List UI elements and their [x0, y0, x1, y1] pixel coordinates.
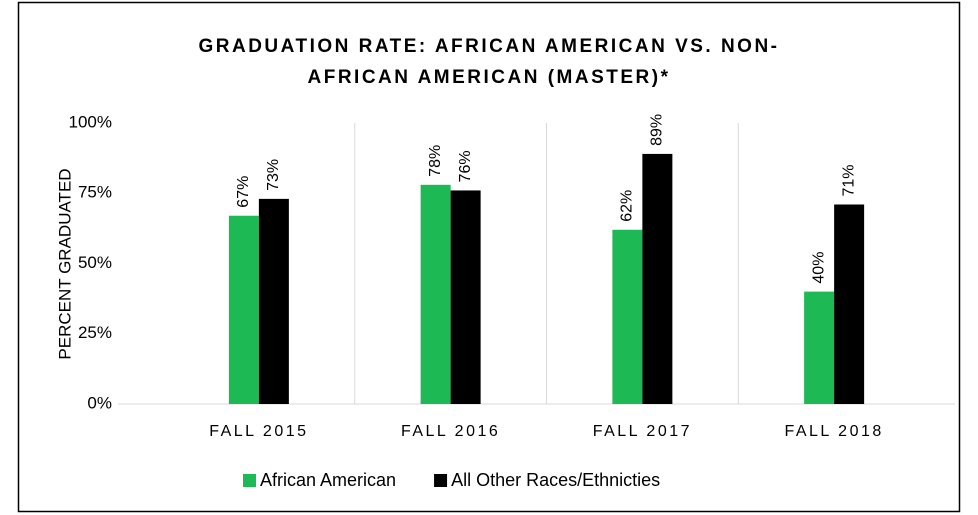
x-tick-label: FALL 2016 — [401, 423, 500, 440]
bar — [420, 184, 451, 404]
bar — [804, 291, 835, 404]
bar — [228, 215, 259, 404]
y-tick-label: 0% — [87, 393, 112, 412]
y-tick-label: 100% — [69, 112, 112, 131]
legend-swatch — [434, 474, 448, 487]
chart-title: AFRICAN AMERICAN (MASTER)* — [308, 67, 671, 88]
data-label: 73% — [265, 159, 282, 191]
legend-label: African American — [260, 470, 396, 490]
data-label: 67% — [235, 176, 252, 208]
legend-swatch — [243, 474, 256, 487]
data-label: 76% — [457, 150, 474, 182]
chart-title: GRADUATION RATE: AFRICAN AMERICAN VS. NO… — [198, 36, 779, 57]
data-label: 89% — [649, 114, 666, 146]
bar — [450, 190, 481, 404]
chart-frame — [17, 1, 961, 513]
bar — [642, 153, 673, 404]
legend-label: All Other Races/Ethnicties — [451, 470, 660, 490]
y-axis-label: PERCENT GRADUATED — [55, 168, 74, 359]
bar — [834, 204, 865, 404]
bar — [612, 229, 643, 404]
y-tick-label: 25% — [78, 323, 112, 342]
data-label: 71% — [840, 164, 857, 196]
x-tick-label: FALL 2015 — [209, 423, 308, 440]
data-label: 78% — [427, 145, 444, 177]
x-tick-label: FALL 2017 — [593, 423, 692, 440]
data-label: 40% — [810, 252, 827, 284]
y-tick-label: 75% — [78, 183, 112, 202]
x-tick-label: FALL 2018 — [784, 423, 883, 440]
y-tick-label: 50% — [78, 253, 112, 272]
data-label: 62% — [619, 190, 636, 222]
bar — [258, 198, 289, 404]
